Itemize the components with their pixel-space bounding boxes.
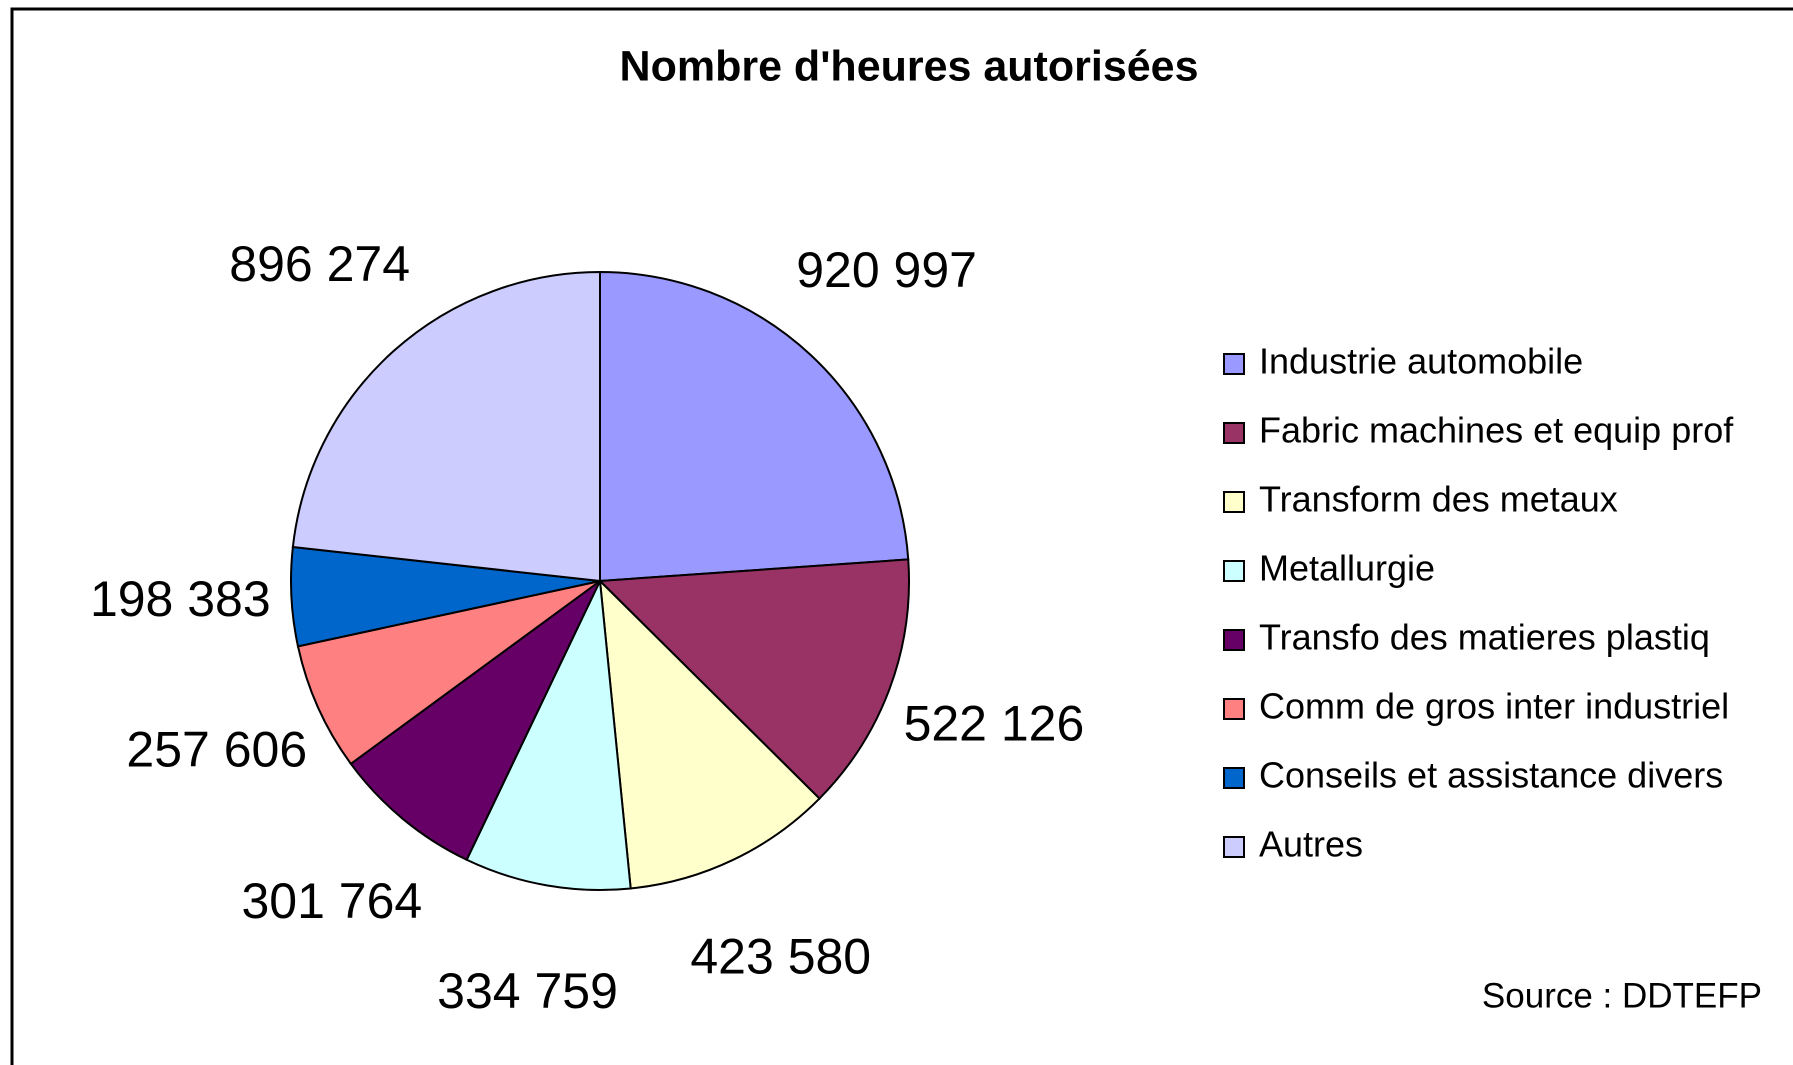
pie-slice bbox=[349, 580, 601, 862]
pie-slice bbox=[465, 577, 632, 891]
legend-label: Conseils et assistance divers bbox=[1259, 755, 1723, 796]
data-label: 920 997 bbox=[796, 242, 977, 298]
legend-swatch bbox=[1223, 560, 1245, 582]
legend-label: Autres bbox=[1259, 824, 1363, 865]
data-label: 522 126 bbox=[904, 696, 1085, 752]
legend-label: Transform des metaux bbox=[1259, 479, 1618, 520]
source: Source : DDTEFP bbox=[1482, 976, 1762, 1015]
legend-label: Comm de gros inter industriel bbox=[1259, 686, 1729, 727]
data-label: 423 580 bbox=[690, 929, 871, 985]
legend-label: Transfo des matieres plastiq bbox=[1259, 617, 1710, 658]
legend-label: Fabric machines et equip prof bbox=[1259, 410, 1734, 451]
legend-swatch bbox=[1223, 353, 1245, 375]
legend-label: Industrie automobile bbox=[1259, 341, 1583, 382]
legend-label: Metallurgie bbox=[1259, 548, 1435, 589]
data-label: 334 759 bbox=[437, 963, 618, 1019]
pie-slice bbox=[598, 578, 821, 890]
data-label: 198 383 bbox=[90, 571, 271, 627]
pie-slice bbox=[296, 580, 601, 766]
data-label: 301 764 bbox=[241, 873, 422, 929]
chart-title: Nombre d'heures autorisées bbox=[620, 42, 1199, 90]
legend-swatch bbox=[1223, 491, 1245, 513]
legend-swatch bbox=[1223, 767, 1245, 789]
legend-swatch bbox=[1223, 836, 1245, 858]
legend-swatch bbox=[1223, 698, 1245, 720]
pie-slice bbox=[599, 270, 910, 583]
data-label: 896 274 bbox=[229, 236, 410, 292]
pie-slice bbox=[597, 558, 910, 800]
data-label: 257 606 bbox=[126, 722, 307, 778]
pie-slice bbox=[291, 270, 601, 583]
legend-swatch bbox=[1223, 629, 1245, 651]
legend-swatch bbox=[1223, 422, 1245, 444]
